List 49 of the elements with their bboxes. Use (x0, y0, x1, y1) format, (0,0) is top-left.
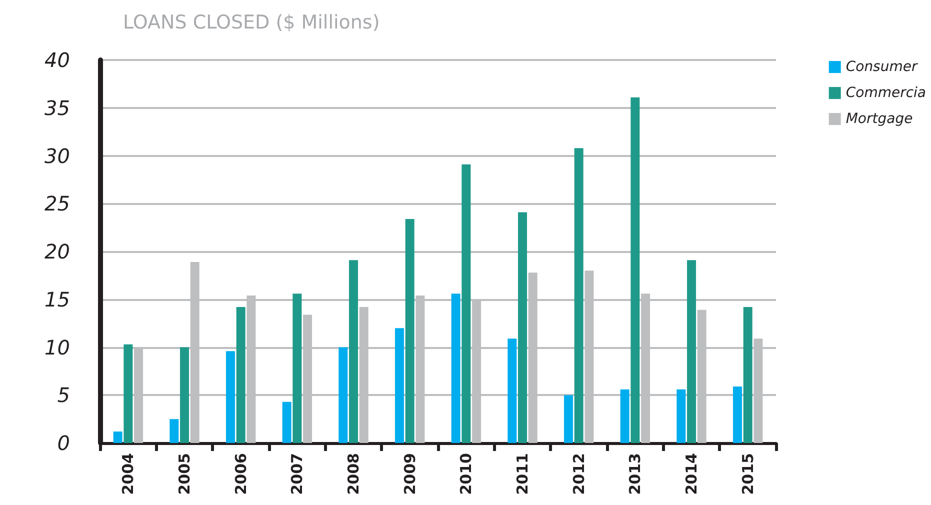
chart-title: LOANS CLOSED ($ Millions) (123, 12, 380, 34)
bar (732, 386, 742, 443)
legend-label: Mortgage (846, 111, 913, 127)
y-tick-label: 5 (57, 383, 70, 408)
legend-label: Consumer (846, 59, 918, 75)
y-tick-label: 30 (44, 144, 70, 168)
y-tick-label: 15 (44, 287, 70, 312)
bar (394, 328, 404, 443)
bar (743, 307, 752, 443)
y-tick-label: 20 (44, 240, 70, 264)
bar (518, 212, 527, 443)
bar (451, 294, 460, 443)
bar (405, 218, 414, 443)
legend-label: Commercia (846, 85, 926, 101)
x-tick-label: 2006 (232, 453, 250, 495)
bar (508, 338, 517, 443)
bar (282, 402, 292, 443)
bar (574, 148, 584, 443)
y-tick-label: 40 (44, 48, 70, 72)
bar (226, 351, 235, 443)
x-tick-label: 2007 (288, 453, 306, 495)
y-tick-label: 35 (44, 96, 70, 120)
y-tick-label: 25 (44, 192, 70, 216)
bar (338, 347, 348, 443)
bar (236, 307, 246, 443)
bar (676, 389, 686, 443)
bar (124, 344, 133, 443)
x-tick-label: 2011 (514, 453, 532, 495)
x-tick-label: 2013 (626, 453, 644, 495)
x-tick-label: 2004 (119, 453, 138, 495)
bar (564, 395, 573, 443)
x-tick-label: 2015 (738, 453, 757, 495)
bar (462, 164, 471, 443)
bar (170, 419, 179, 443)
bar (687, 260, 696, 443)
x-tick-label: 2009 (400, 453, 419, 495)
x-tick-label: 2005 (176, 453, 194, 495)
x-tick-label: 2010 (457, 453, 476, 495)
x-tick-label: 2014 (682, 453, 700, 495)
y-tick-label: 10 (44, 335, 70, 360)
y-tick-label: 0 (57, 431, 70, 455)
bar (292, 294, 302, 443)
x-tick-label: 2008 (344, 453, 362, 495)
x-tick-label: 2012 (570, 453, 588, 495)
bar (180, 347, 189, 443)
bar (620, 389, 630, 443)
bar (349, 260, 358, 443)
bar (630, 97, 640, 443)
bar (113, 432, 122, 443)
